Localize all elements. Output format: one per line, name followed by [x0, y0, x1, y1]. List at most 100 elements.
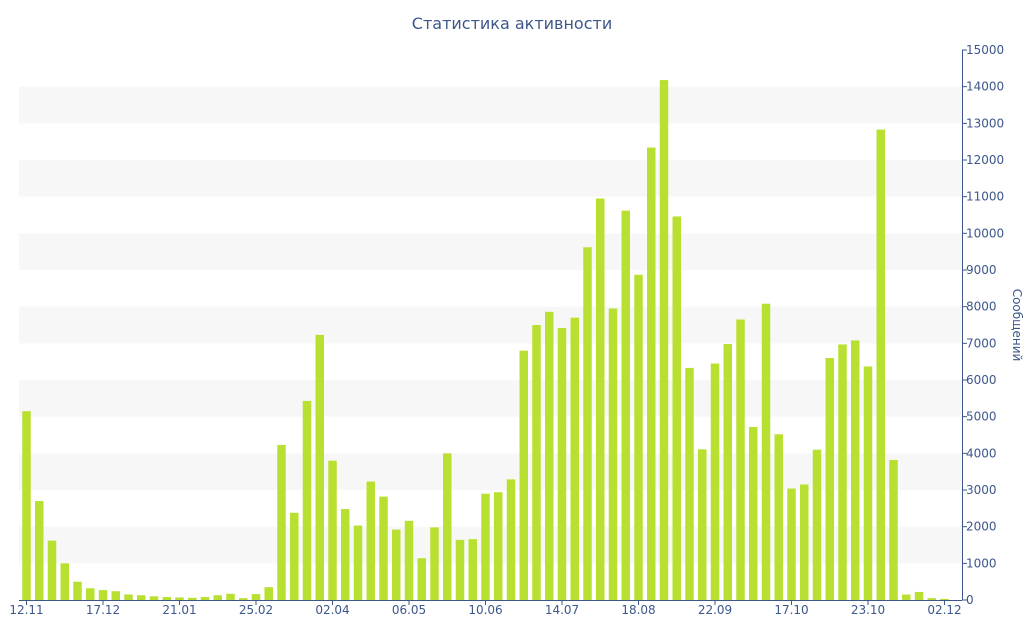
- x-tick-label: 06.05: [392, 603, 426, 617]
- y-tick-label: 1000: [966, 556, 997, 570]
- bar[interactable]: [137, 595, 146, 600]
- bar[interactable]: [838, 344, 847, 600]
- bar[interactable]: [124, 594, 133, 601]
- bar[interactable]: [863, 366, 873, 600]
- bar[interactable]: [532, 325, 541, 600]
- bar[interactable]: [876, 129, 886, 601]
- bar[interactable]: [608, 308, 618, 601]
- grid-band: [19, 306, 962, 344]
- x-tick-label: 25.02: [239, 603, 273, 617]
- bar[interactable]: [60, 563, 70, 600]
- bar[interactable]: [545, 311, 554, 600]
- bar[interactable]: [341, 509, 350, 600]
- bar[interactable]: [149, 596, 159, 600]
- grid-band: [19, 233, 962, 270]
- y-tick-label: 9000: [966, 263, 997, 277]
- bar[interactable]: [443, 453, 452, 600]
- bar[interactable]: [468, 539, 478, 600]
- bar[interactable]: [379, 496, 388, 600]
- bar[interactable]: [710, 363, 720, 601]
- bar[interactable]: [659, 80, 669, 601]
- bar[interactable]: [647, 147, 656, 601]
- bar[interactable]: [519, 350, 529, 600]
- bar[interactable]: [889, 459, 898, 600]
- bar[interactable]: [570, 317, 580, 600]
- bar[interactable]: [22, 411, 31, 600]
- bar[interactable]: [98, 590, 108, 600]
- bar[interactable]: [902, 594, 911, 601]
- bar[interactable]: [481, 493, 490, 600]
- bar[interactable]: [940, 598, 949, 600]
- bar[interactable]: [506, 479, 516, 600]
- bar[interactable]: [111, 591, 121, 600]
- y-tick-label: 8000: [966, 300, 997, 314]
- bar[interactable]: [392, 529, 401, 600]
- bar[interactable]: [35, 501, 44, 600]
- x-tick-label: 22.09: [698, 603, 732, 617]
- x-tick-label: 02.04: [315, 603, 349, 617]
- y-tick-label: 2000: [966, 520, 997, 534]
- bar[interactable]: [290, 512, 299, 600]
- bar[interactable]: [86, 588, 95, 600]
- x-tick-label: 17.10: [774, 603, 808, 617]
- bar[interactable]: [188, 597, 197, 600]
- bar[interactable]: [787, 488, 796, 600]
- bar[interactable]: [494, 492, 503, 600]
- bar[interactable]: [277, 444, 286, 600]
- bar[interactable]: [302, 400, 312, 600]
- bar[interactable]: [353, 525, 363, 600]
- bar[interactable]: [812, 449, 822, 600]
- bar[interactable]: [723, 344, 733, 600]
- x-tick-label: 17.12: [86, 603, 120, 617]
- grid-band: [19, 86, 962, 124]
- bar[interactable]: [825, 358, 835, 600]
- bar[interactable]: [927, 598, 937, 600]
- bar[interactable]: [672, 216, 682, 600]
- bar[interactable]: [73, 581, 82, 600]
- bar[interactable]: [621, 210, 631, 600]
- bar[interactable]: [404, 520, 414, 600]
- bar[interactable]: [175, 597, 184, 600]
- axes-group: 0 1000 2000 3000 4000 5000 6000 7000 8000 9000 100…: [9, 43, 1004, 617]
- bar[interactable]: [239, 598, 248, 600]
- grid-band: [19, 453, 962, 490]
- bar[interactable]: [736, 319, 745, 601]
- bar[interactable]: [761, 303, 771, 600]
- bar[interactable]: [213, 595, 223, 600]
- bar[interactable]: [47, 540, 57, 600]
- x-tick-label: 21.01: [162, 603, 196, 617]
- bar[interactable]: [251, 594, 261, 600]
- bar[interactable]: [455, 539, 465, 600]
- bar[interactable]: [162, 597, 172, 600]
- bar[interactable]: [264, 587, 274, 600]
- bar[interactable]: [366, 481, 376, 600]
- bar[interactable]: [698, 449, 707, 600]
- bar[interactable]: [596, 198, 605, 601]
- y-tick-label: 10000: [966, 226, 1004, 240]
- y-axis-title: Сообщений: [1010, 289, 1024, 362]
- bar[interactable]: [557, 327, 567, 600]
- bar[interactable]: [583, 247, 592, 600]
- y-tick-label: 13000: [966, 116, 1004, 130]
- bar[interactable]: [749, 426, 758, 600]
- bar[interactable]: [328, 460, 337, 600]
- bar[interactable]: [685, 367, 694, 600]
- bar[interactable]: [226, 593, 235, 600]
- bar[interactable]: [430, 527, 439, 600]
- y-tick-label: 3000: [966, 483, 997, 497]
- bar[interactable]: [200, 597, 210, 600]
- bar[interactable]: [914, 591, 924, 600]
- grid-band: [19, 160, 962, 197]
- bar[interactable]: [800, 484, 809, 601]
- grid-bands: [19, 86, 962, 564]
- bar[interactable]: [417, 558, 427, 600]
- y-tick-label: 6000: [966, 373, 997, 387]
- y-tick-label: 4000: [966, 446, 997, 460]
- grid-band: [19, 380, 962, 417]
- bar[interactable]: [851, 340, 860, 600]
- bar[interactable]: [634, 274, 643, 600]
- bar[interactable]: [774, 434, 784, 600]
- bar[interactable]: [315, 334, 325, 600]
- x-tick-label: 12.11: [9, 603, 43, 617]
